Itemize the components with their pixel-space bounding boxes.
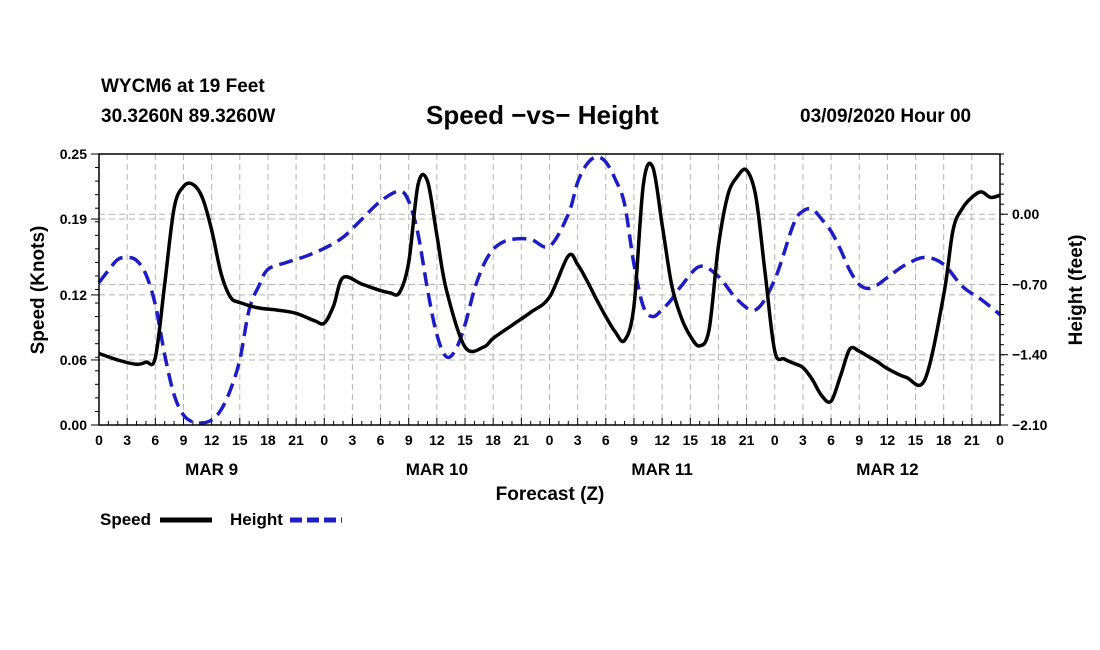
day-label: MAR 12 [856, 460, 918, 479]
legend: Speed Height [100, 510, 342, 529]
x-tick-label: 15 [457, 432, 473, 448]
x-tick-label: 6 [151, 432, 159, 448]
x-tick-label: 12 [880, 432, 896, 448]
x-tick-label: 9 [630, 432, 638, 448]
day-label: MAR 10 [406, 460, 468, 479]
forecast-timestamp: 03/09/2020 Hour 00 [800, 106, 972, 127]
chart-title: Speed −vs− Height [426, 100, 659, 130]
x-tick-label: 21 [288, 432, 304, 448]
axis-labels: 0 3 6 9 12 15 18 21 0 3 6 9 12 15 18 21 0 3 6 9 12 15 18 21 0 3 6 9… [60, 146, 1048, 479]
x-tick-label: 15 [682, 432, 698, 448]
y-axis-label-right: Height (feet) [1066, 235, 1087, 346]
grid-lines [99, 154, 1000, 425]
x-tick-label: 18 [260, 432, 276, 448]
y-left-tick-label: 0.19 [60, 211, 87, 227]
x-tick-label: 12 [429, 432, 445, 448]
y-left-tick-label: 0.12 [60, 287, 87, 303]
x-tick-label: 0 [996, 432, 1004, 448]
y-right-tick-label: 0.00 [1012, 206, 1039, 222]
x-tick-label: 3 [574, 432, 582, 448]
y-left-tick-label: 0.06 [60, 352, 87, 368]
x-tick-label: 12 [654, 432, 670, 448]
x-tick-label: 0 [320, 432, 328, 448]
x-tick-label: 0 [546, 432, 554, 448]
day-label: MAR 9 [185, 460, 238, 479]
station-coordinates: 30.3260N 89.3260W [101, 106, 276, 127]
x-tick-label: 0 [771, 432, 779, 448]
y-axis-label-left: Speed (Knots) [28, 226, 49, 355]
series-line-speed [98, 161, 1001, 404]
plot-frame [98, 153, 1001, 426]
y-left-tick-label: 0.25 [60, 146, 87, 162]
y-right-tick-label: −2.10 [1012, 417, 1048, 433]
x-tick-label: 0 [95, 432, 103, 448]
x-tick-label: 18 [711, 432, 727, 448]
x-tick-label: 12 [204, 432, 220, 448]
y-right-tick-label: −1.40 [1012, 347, 1048, 363]
x-tick-label: 9 [180, 432, 188, 448]
x-tick-label: 21 [739, 432, 755, 448]
station-label: WYCM6 at 19 Feet [101, 76, 265, 97]
series-layer [97, 155, 1002, 425]
x-tick-label: 21 [514, 432, 530, 448]
y-left-tick-label: 0.00 [60, 417, 87, 433]
x-tick-label: 9 [405, 432, 413, 448]
legend-label-speed: Speed [100, 510, 151, 529]
x-tick-label: 6 [602, 432, 610, 448]
x-tick-label: 21 [964, 432, 980, 448]
x-tick-label: 15 [232, 432, 248, 448]
x-tick-label: 3 [799, 432, 807, 448]
x-tick-label: 18 [485, 432, 501, 448]
x-tick-label: 3 [349, 432, 357, 448]
x-tick-label: 9 [855, 432, 863, 448]
x-tick-label: 15 [908, 432, 924, 448]
x-tick-label: 6 [827, 432, 835, 448]
x-axis-label: Forecast (Z) [496, 484, 605, 505]
y-right-tick-label: −0.70 [1012, 276, 1048, 292]
day-label: MAR 11 [631, 460, 692, 479]
x-tick-label: 6 [377, 432, 385, 448]
x-tick-label: 3 [123, 432, 131, 448]
legend-label-height: Height [230, 510, 283, 529]
x-tick-label: 18 [936, 432, 952, 448]
